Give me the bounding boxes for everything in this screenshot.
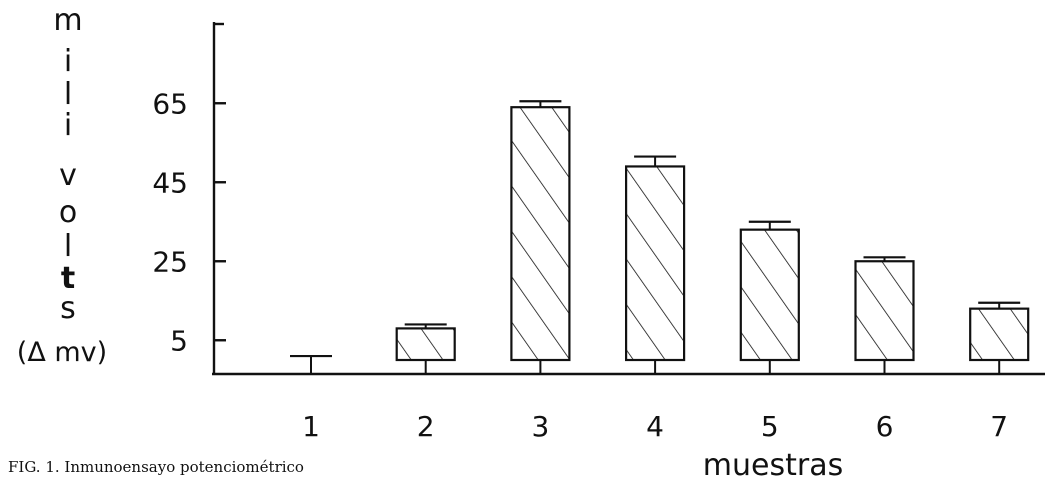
y-axis-label: m i l i v o l t s (Δ mv) [17, 3, 107, 368]
bars [290, 101, 1028, 374]
y-axis-label-char: s [60, 291, 76, 326]
y-axis-label-char: l [64, 229, 72, 264]
x-axis-label: muestras [703, 448, 843, 480]
y-tick-label: 65 [152, 87, 188, 120]
bar [856, 261, 914, 360]
y-axis-label-char: i [64, 44, 72, 79]
y-axis-label-char: o [59, 195, 77, 230]
x-tick-label: 6 [876, 410, 894, 443]
x-tick-label: 4 [646, 410, 664, 443]
y-axis-label-char: i [64, 108, 72, 143]
x-tick-label: 1 [302, 410, 320, 443]
y-axis-label-char: m [53, 3, 82, 38]
x-tick-label: 3 [531, 410, 549, 443]
bar [741, 230, 799, 360]
bar [626, 166, 684, 360]
x-tick-label: 7 [990, 410, 1008, 443]
y-tick-label: 5 [170, 324, 188, 357]
y-axis-unit: (Δ mv) [17, 337, 107, 368]
figure-caption: FIG. 1. Inmunoensayo potenciométrico [8, 458, 304, 476]
y-axis-label-char: l [64, 77, 72, 112]
y-axis-label-char: v [59, 158, 77, 193]
x-axis-ticks: 1 2 3 4 5 6 7 [302, 410, 1008, 443]
bar [397, 328, 455, 360]
y-tick-label: 45 [152, 166, 188, 199]
x-tick-label: 2 [417, 410, 435, 443]
bar [511, 107, 569, 360]
y-tick-label: 25 [152, 245, 188, 278]
x-tick-label: 5 [761, 410, 779, 443]
bar [970, 309, 1028, 360]
